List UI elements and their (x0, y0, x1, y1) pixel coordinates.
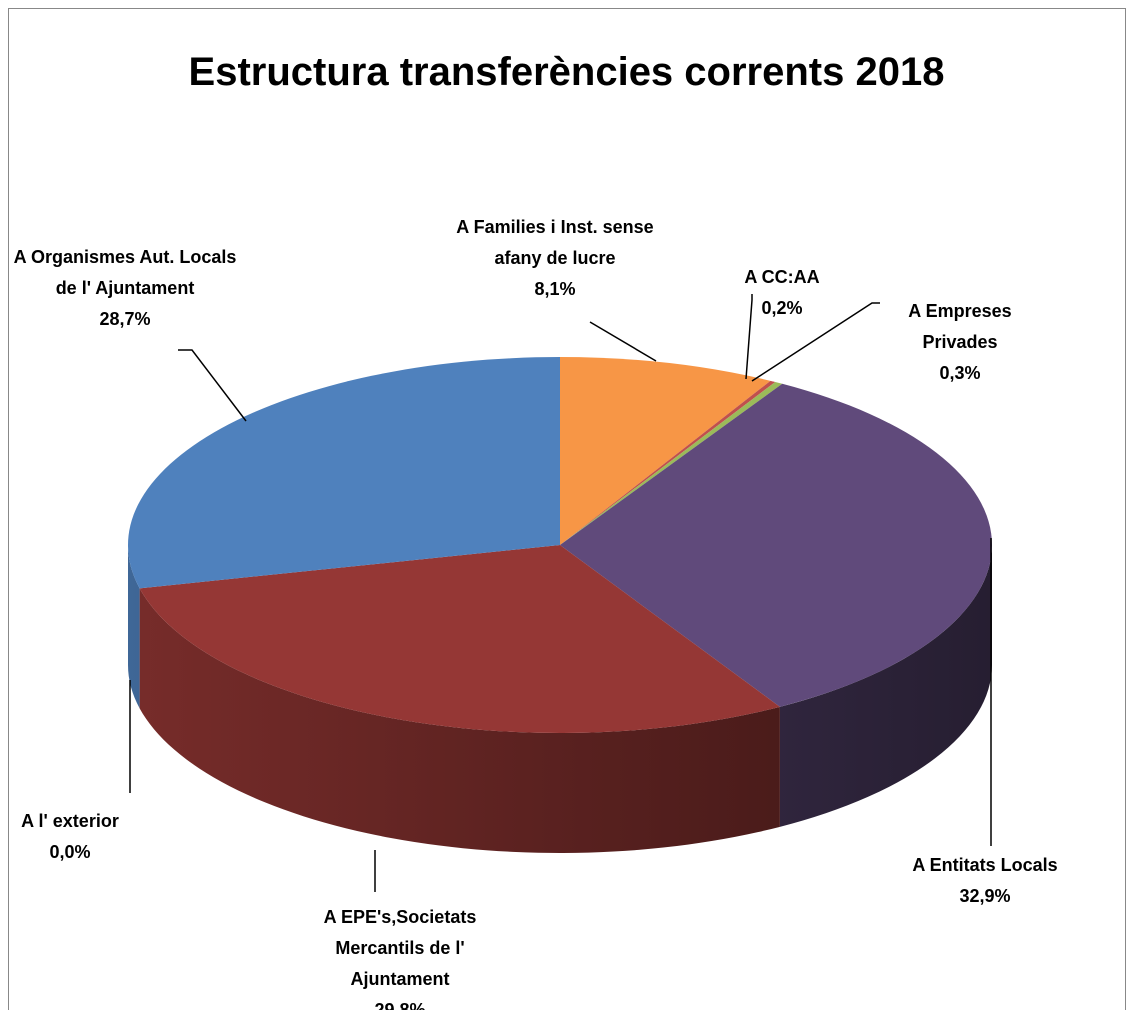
value-label: 32,9% (959, 886, 1011, 906)
slice-label: A Organismes Aut. Locals de l' Ajuntamen… (10, 242, 240, 335)
category-label: A Entitats Locals (912, 855, 1058, 875)
value-label: 29,8% (374, 1000, 426, 1010)
slice-side (779, 545, 992, 827)
category-label: A Organismes Aut. Locals de l' Ajuntamen… (13, 247, 237, 298)
leader-line (751, 302, 880, 382)
slice (560, 381, 783, 545)
slice-side (128, 545, 140, 709)
slice-label: A CC:AA 0,2% (722, 262, 842, 324)
category-label: A Empreses Privades (908, 301, 1012, 352)
leader-line (178, 349, 247, 422)
slice-label: A Entitats Locals 32,9% (885, 850, 1085, 912)
category-label: A CC:AA (744, 267, 820, 287)
slice-side (139, 588, 780, 853)
slice-label: A Empreses Privades 0,3% (885, 296, 1035, 389)
leader-line (745, 294, 753, 380)
chart-title: Estructura transferències corrents 2018 (188, 50, 945, 94)
slice-label: A l' exterior 0,0% (0, 806, 150, 868)
slice-label: A EPE's,Societats Mercantils de l' Ajunt… (285, 902, 515, 1010)
slice (127, 357, 561, 589)
slice (560, 357, 771, 545)
slice (560, 383, 992, 707)
chart-frame (8, 8, 1126, 1010)
slice (560, 380, 776, 545)
leader-line (589, 321, 657, 362)
category-label: A l' exterior (21, 811, 119, 831)
value-label: 0,3% (939, 363, 981, 383)
value-label: 8,1% (534, 279, 576, 299)
category-label: A EPE's,Societats Mercantils de l' Ajunt… (323, 907, 477, 989)
value-label: 0,2% (761, 298, 803, 318)
leader-lines (129, 294, 992, 892)
category-label: A Families i Inst. sense afany de lucre (456, 217, 654, 268)
value-label: 0,0% (49, 842, 91, 862)
slice-label: A Families i Inst. sense afany de lucre 8… (455, 212, 655, 305)
value-label: 28,7% (99, 309, 151, 329)
slice (139, 545, 780, 733)
